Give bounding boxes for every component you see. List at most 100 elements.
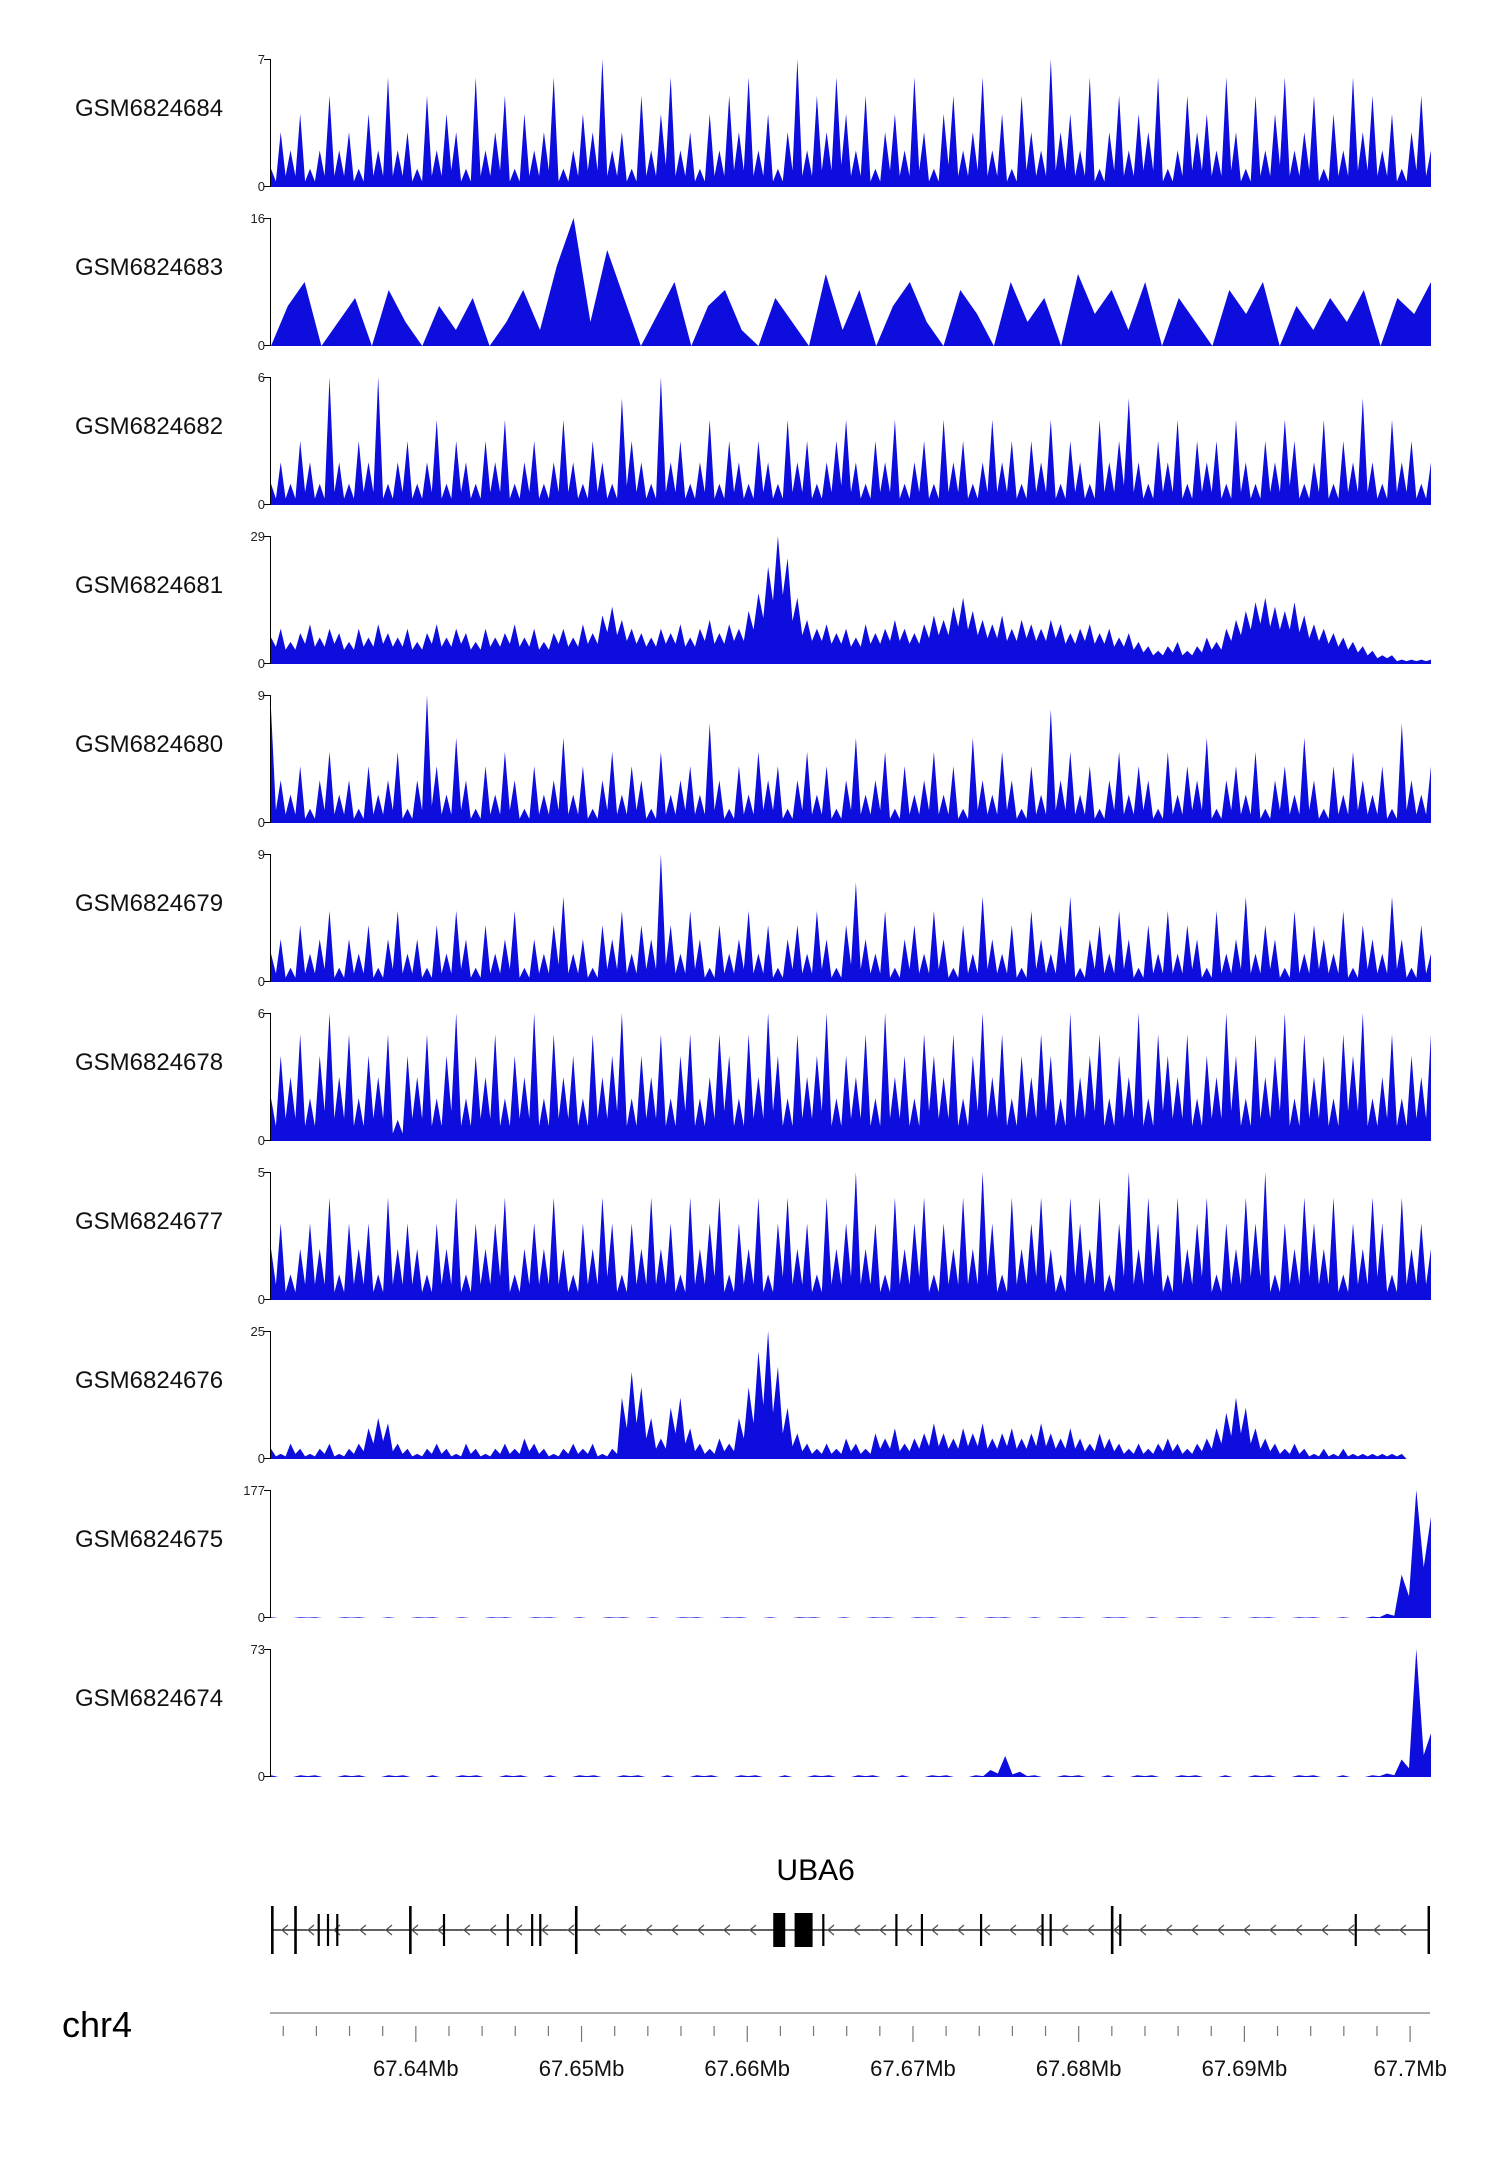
track-row: GSM6824683 16 0 [0, 204, 1500, 363]
signal-area-chart [271, 218, 1431, 346]
track-ymax-label: 73 [250, 1642, 265, 1657]
track-signal-plot: 29 0 [251, 529, 1431, 671]
track-signal-plot: 16 0 [251, 211, 1431, 353]
strand-arrow-icon [1008, 1924, 1017, 1936]
strand-arrow-icon [1398, 1924, 1407, 1936]
track-ymin-label: 0 [257, 338, 265, 353]
track-ymax-label: 7 [257, 52, 265, 67]
strand-arrow-icon [358, 1924, 367, 1936]
track-row: GSM6824678 6 0 [0, 999, 1500, 1158]
strand-arrow-icon [384, 1924, 393, 1936]
track-ymin-label: 0 [257, 1610, 265, 1625]
strand-arrow-icon [618, 1924, 627, 1936]
strand-arrow-icon [826, 1924, 835, 1936]
track-ymax-label: 9 [257, 688, 265, 703]
strand-arrow-icon [722, 1924, 731, 1936]
track-ymin-label: 0 [257, 974, 265, 989]
strand-arrow-icon [1164, 1924, 1173, 1936]
track-ymin-label: 0 [257, 1292, 265, 1307]
track-sample-label: GSM6824674 [75, 1685, 224, 1712]
track-signal-plot: 25 0 [251, 1324, 1431, 1466]
track-signal-plot: 177 0 [243, 1483, 1431, 1625]
strand-arrow-icon [670, 1924, 679, 1936]
track-ymax-label: 177 [243, 1483, 265, 1498]
strand-arrow-icon [488, 1924, 497, 1936]
strand-arrow-icon [1112, 1924, 1121, 1936]
strand-arrow-icon [852, 1924, 861, 1936]
strand-arrow-icon [1190, 1924, 1199, 1936]
strand-arrow-icon [930, 1924, 939, 1936]
signal-area-chart [271, 59, 1431, 187]
track-ymax-label: 9 [257, 847, 265, 862]
signal-area-chart [271, 695, 1431, 823]
strand-arrow-icon [1294, 1924, 1303, 1936]
strand-arrow-icon [644, 1924, 653, 1936]
signal-area-chart [271, 1013, 1431, 1141]
track-ymax-label: 29 [250, 529, 265, 544]
signal-area-chart [271, 1490, 1431, 1618]
track-row: GSM6824674 73 0 [0, 1635, 1500, 1794]
strand-arrow-icon [514, 1924, 523, 1936]
signal-area-chart [271, 1331, 1431, 1459]
track-ymin-label: 0 [257, 656, 265, 671]
gene-track: UBA6 [0, 1854, 1500, 1984]
axis-coordinate-label: 67.65Mb [538, 2056, 625, 2081]
axis-ruler-svg [270, 2012, 1430, 2042]
track-sample-label: GSM6824677 [75, 1208, 224, 1235]
strand-arrow-icon [1086, 1924, 1095, 1936]
axis-coordinate-label: 67.64Mb [372, 2056, 459, 2081]
track-ymin-label: 0 [257, 1133, 265, 1148]
track-ymin-label: 0 [257, 1769, 265, 1784]
track-sample-label: GSM6824678 [75, 1049, 224, 1076]
track-sample-label: GSM6824675 [75, 1526, 224, 1553]
axis-coordinate-label: 67.7Mb [1373, 2056, 1447, 2081]
strand-arrow-icon [410, 1924, 419, 1936]
track-sample-label: GSM6824684 [75, 95, 224, 122]
strand-arrow-icon [1242, 1924, 1251, 1936]
track-row: GSM6824681 29 0 [0, 522, 1500, 681]
strand-arrow-icon [1216, 1924, 1225, 1936]
strand-arrow-icon [592, 1924, 601, 1936]
gene-name-label: UBA6 [776, 1854, 855, 1887]
track-ymin-label: 0 [257, 815, 265, 830]
track-row: GSM6824675 177 0 [0, 1476, 1500, 1635]
track-ymax-label: 25 [250, 1324, 265, 1339]
coverage-tracks: GSM6824684 7 0 GSM6824683 16 0 GSM6824682 6 0 GSM… [0, 45, 1500, 1794]
strand-arrow-icon [566, 1924, 575, 1936]
track-ymin-label: 0 [257, 1451, 265, 1466]
axis-coordinate-label: 67.69Mb [1201, 2056, 1288, 2081]
gene-model-svg [271, 1906, 1431, 1954]
axis-ruler [270, 2012, 1430, 2048]
strand-arrow-icon [982, 1924, 991, 1936]
strand-arrow-icon [696, 1924, 705, 1936]
track-row: GSM6824676 25 0 [0, 1317, 1500, 1476]
track-ymax-label: 6 [257, 1006, 265, 1021]
track-sample-label: GSM6824680 [75, 731, 224, 758]
track-ymin-label: 0 [257, 497, 265, 512]
track-row: GSM6824677 5 0 [0, 1158, 1500, 1317]
track-row: GSM6824679 9 0 [0, 840, 1500, 999]
strand-arrow-icon [1060, 1924, 1069, 1936]
track-ymax-label: 5 [257, 1165, 265, 1180]
strand-arrow-icon [956, 1924, 965, 1936]
strand-arrow-icon [1138, 1924, 1147, 1936]
track-sample-label: GSM6824681 [75, 572, 224, 599]
strand-arrow-icon [878, 1924, 887, 1936]
track-ymax-label: 6 [257, 370, 265, 385]
track-sample-label: GSM6824676 [75, 1367, 224, 1394]
signal-area-chart [271, 377, 1431, 505]
strand-arrow-icon [1268, 1924, 1277, 1936]
chromosome-label: chr4 [62, 2004, 133, 2045]
strand-arrow-icon [1372, 1924, 1381, 1936]
strand-arrow-icon [1346, 1924, 1355, 1936]
signal-area-chart [271, 536, 1431, 664]
axis-tick-labels: 67.64Mb 67.65Mb 67.66Mb 67.67Mb 67.68Mb 67.69… [270, 2056, 1447, 2086]
track-row: GSM6824682 6 0 [0, 363, 1500, 522]
exon-block [773, 1913, 786, 1947]
signal-area-chart [271, 854, 1431, 982]
strand-arrow-icon [436, 1924, 445, 1936]
track-signal-plot: 73 0 [251, 1642, 1431, 1784]
axis-coordinate-label: 67.67Mb [870, 2056, 956, 2081]
